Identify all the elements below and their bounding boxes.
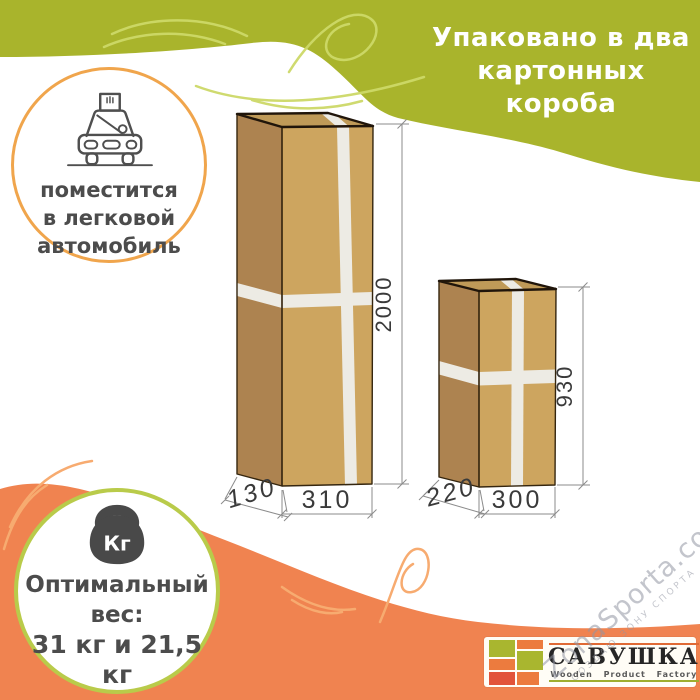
logo-rule	[549, 642, 699, 645]
logo-tile	[489, 671, 515, 685]
car-icon	[67, 92, 153, 167]
small-box-width-label: 300	[492, 486, 543, 514]
orange-arc-icon	[290, 598, 344, 615]
large-box	[235, 111, 375, 487]
logo-tile	[489, 658, 515, 670]
green-arc-icon	[250, 98, 364, 110]
banner-line: Упаковано в два	[432, 23, 690, 53]
banner-line: картонных	[477, 56, 645, 86]
weight-badge-line: 31 кг и 21,5 кг	[31, 630, 203, 689]
logo-tile	[489, 639, 515, 657]
large-box-width-label: 310	[302, 486, 353, 514]
banner-line: короба	[505, 89, 617, 119]
brand-name: САВУШКА	[548, 643, 700, 670]
small-box-side-face	[439, 281, 479, 487]
green-squiggles	[102, 13, 426, 110]
small-box-height-label: 930	[552, 365, 577, 408]
tape-stripe	[337, 126, 357, 486]
weight-badge: Кг Оптимальный вес: 31 кг и 21,5 кг	[14, 488, 220, 694]
orange-loop-icon	[378, 547, 430, 624]
tape-stripe	[511, 289, 524, 486]
orange-arc-icon	[2, 483, 49, 551]
tape-stripe	[500, 279, 524, 290]
small-box	[437, 277, 558, 488]
green-arc-icon	[102, 32, 227, 49]
header-banner: Упаковано в два картонных короба	[415, 22, 700, 121]
car-badge-line: поместится	[40, 178, 178, 202]
dimension-lines	[220, 119, 590, 522]
tape-stripe	[322, 113, 349, 127]
logo-tile	[517, 650, 543, 670]
brand-tagline: Wooden Product Factory	[550, 669, 698, 679]
tape-stripe	[237, 283, 282, 308]
orange-arc-icon	[280, 585, 357, 611]
car-badge-text: поместится в легковой автомобиль	[37, 176, 181, 260]
logo-tile	[517, 671, 539, 685]
green-arc-icon	[110, 19, 249, 38]
kettlebell-icon: Кг	[89, 505, 145, 565]
tape-stripe	[439, 361, 479, 386]
green-arc-icon	[194, 75, 426, 102]
car-badge-line: в легковой	[42, 206, 176, 230]
orange-squiggles	[2, 459, 430, 624]
brand-logo-card: САВУШКА Wooden Product Factory	[484, 637, 699, 687]
brand-logo-icon	[489, 639, 543, 685]
olive-wave-band	[0, 0, 700, 182]
weight-badge-line: вес:	[90, 602, 144, 628]
tape-stripe	[479, 369, 555, 386]
large-box-depth-label: 130	[223, 473, 280, 515]
small-box-depth-label: 220	[422, 472, 479, 512]
weight-badge-text: Оптимальный вес: 31 кг и 21,5 кг	[18, 570, 216, 690]
orange-arc-icon	[8, 459, 94, 529]
weight-badge-line: Оптимальный	[25, 572, 209, 598]
logo-rule	[549, 679, 699, 682]
tape-stripe	[282, 292, 372, 308]
kettlebell-label: Кг	[103, 532, 131, 556]
brand-logo-text: САВУШКА Wooden Product Factory	[543, 642, 700, 682]
green-loop-icon	[287, 13, 378, 74]
logo-tile	[517, 639, 543, 649]
large-box-height-label: 2000	[371, 276, 396, 333]
car-badge-line: автомобиль	[37, 234, 181, 258]
car-badge: поместится в легковой автомобиль	[11, 67, 207, 263]
